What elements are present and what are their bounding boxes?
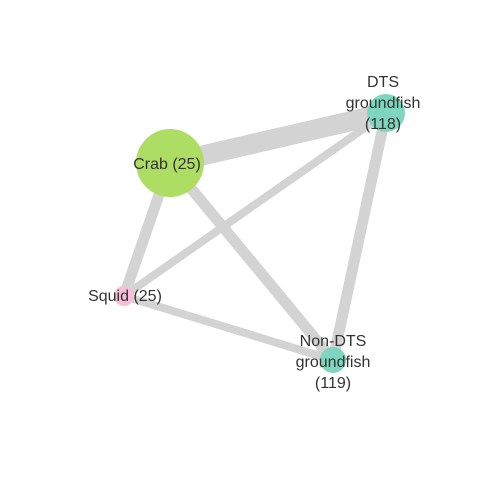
node-squid[interactable] (114, 286, 134, 306)
node-crab[interactable] (136, 129, 204, 197)
node-label-line: Non-DTS (300, 333, 367, 350)
node-label-line: Squid (25) (88, 288, 162, 305)
node-layer (114, 94, 405, 373)
node-label-line: groundfish (346, 95, 421, 112)
node-label-squid: Squid (25) (88, 288, 162, 305)
node-dts[interactable] (367, 94, 405, 132)
edge-dts-nondts (327, 111, 392, 362)
node-label-line: DTS (367, 74, 399, 91)
edge-crab-nondts (165, 159, 338, 364)
edge-crab-dts (167, 103, 389, 173)
node-label-crab: Crab (25) (133, 156, 201, 173)
node-label-dts: DTS groundfish (118) (346, 74, 421, 133)
node-label-line: Crab (25) (133, 156, 201, 173)
label-layer: Crab (25) DTS groundfish (118) Squid (25) Non… (88, 74, 420, 392)
node-nondts[interactable] (320, 347, 346, 373)
node-label-line: groundfish (296, 354, 371, 371)
edge-squid-nondts (122, 292, 335, 364)
node-label-line: (118) (365, 116, 401, 133)
node-label-line: (119) (315, 375, 351, 392)
edge-squid-dts (121, 109, 389, 300)
node-label-nondts: Non-DTS groundfish (119) (296, 333, 371, 392)
